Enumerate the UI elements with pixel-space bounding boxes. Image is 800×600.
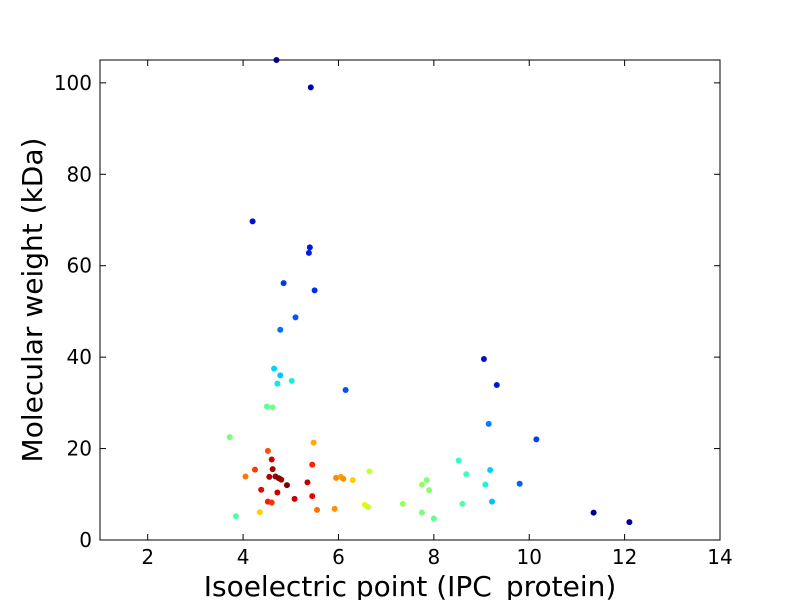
data-point [489,498,496,505]
data-point [342,387,349,394]
data-point [274,380,281,387]
y-tick-label: 0 [79,528,92,552]
data-point [333,474,340,481]
data-point [292,314,299,321]
data-point [482,481,489,488]
y-tick-label: 20 [67,437,92,461]
data-point [263,403,270,410]
data-point [340,475,347,482]
data-point [269,404,276,411]
data-point [274,489,281,496]
data-point [311,287,318,294]
data-point [418,509,425,516]
data-point [626,519,633,526]
data-point [306,244,313,251]
data-point [455,457,462,464]
x-tick-label: 2 [141,545,154,569]
data-point [271,365,278,372]
data-point [423,477,430,484]
x-tick-label: 4 [237,545,250,569]
data-point [280,280,287,287]
data-point [590,509,597,516]
data-point [365,504,372,511]
data-point [256,509,263,516]
data-point [314,506,320,513]
data-point [258,486,265,493]
x-tick-label: 8 [427,545,440,569]
data-point [277,326,284,333]
y-tick-label: 80 [67,162,92,186]
data-point [418,481,425,488]
data-point [266,473,273,480]
data-point [463,471,470,478]
x-tick-label: 10 [517,545,542,569]
y-tick-label: 60 [67,254,92,278]
plot-frame [99,59,721,541]
data-point [277,372,284,379]
x-tick-label: 6 [332,545,345,569]
data-point [399,500,406,507]
data-point [487,467,494,474]
x-tick-label: 14 [707,545,732,569]
data-point [232,513,239,520]
data-point [268,456,275,463]
data-point [288,377,295,384]
data-point [459,500,466,507]
data-point [310,439,317,446]
data-point [278,476,285,483]
data-point [305,249,312,256]
data-point [242,473,249,480]
data-point [426,487,433,494]
x-axis-label: Isoelectric point (IPC_protein) [204,570,617,600]
data-point [309,461,316,468]
data-point [307,84,314,91]
data-point [349,477,356,484]
data-point [366,468,373,475]
data-point [291,495,298,502]
y-tick-label: 100 [54,71,92,95]
data-point [268,499,275,506]
data-point [516,480,523,487]
data-points [226,57,633,526]
x-tick-label: 12 [612,545,637,569]
data-point [249,218,256,225]
data-point [430,515,437,522]
data-point [309,493,316,500]
data-point [533,436,540,443]
data-point [480,355,487,362]
data-point [226,434,233,441]
data-point [485,420,492,427]
axis-ticks: 2 4 6 8 10 12 14 0 20 40 60 80 100 [54,60,733,569]
data-point [264,447,271,454]
y-axis-label: Molecular weight (kDa) [16,138,49,463]
data-point [304,479,311,486]
data-point [252,466,258,473]
data-point [493,382,500,389]
data-point [283,482,290,489]
data-point [331,505,338,512]
data-point [269,466,276,473]
y-tick-label: 40 [67,345,92,369]
